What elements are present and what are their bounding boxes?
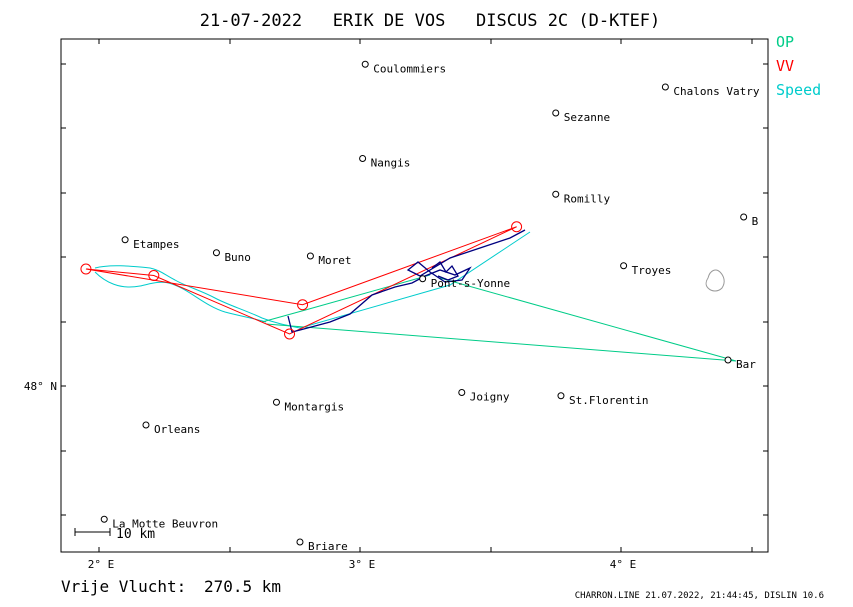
x-tick-label: 4° E [610,558,637,571]
place-marker: Coulommiers [361,60,446,75]
place-marker: B [740,213,759,228]
turnpoint-marker [148,270,160,281]
speed-track-2 [94,271,267,323]
place-marker: La Motte Beuvron [100,515,218,530]
place-marker: Montargis [272,398,344,413]
lake-outline [705,269,725,292]
turnpoint-marker [284,328,296,340]
turnpoint-marker [80,263,92,275]
place-marker: Briare [296,538,348,553]
place-marker: Buno [212,249,251,264]
turnpoint-marker [297,299,309,311]
legend-item-op: OP [776,33,794,51]
place-label: Nangis [371,157,411,170]
y-tick-label: 48° N [24,380,57,393]
distance-value: 270.5 km [204,577,281,596]
scale-bar-label: 10 km [116,527,155,542]
footer-credit: CHARRON.LINE 21.07.2022, 21:44:45, DISLI… [575,591,824,601]
legend-item-speed: Speed [776,81,821,99]
distance-label: Vrije Vlucht: [61,577,186,596]
place-label: B [752,215,759,228]
place-marker: Etampes [121,236,179,251]
place-label: Montargis [284,400,344,413]
place-label: Sezanne [564,111,610,124]
place-label: Romilly [564,192,611,205]
place-marker: Troyes [620,262,672,277]
place-label: Buno [224,251,251,264]
place-label: Moret [318,254,351,267]
place-label: Bar [736,358,756,371]
place-label: Chalons Vatry [673,85,759,98]
legend: OP VV Speed [776,33,821,99]
scale-bar: 10 km [74,527,155,542]
chart-title: 21-07-2022 ERIK DE VOS DISCUS 2C (D-KTEF… [200,11,661,31]
axis-tick-labels: 2° E 3° E 4° E 48° N [24,380,636,571]
place-marker: Orleans [142,421,200,436]
place-label: Troyes [632,264,672,277]
place-label: Briare [308,540,348,553]
place-label: Joigny [470,391,510,404]
turnpoint-marker [511,221,523,233]
place-marker: Moret [306,252,352,267]
frame-ticks [61,39,768,552]
place-marker: Romilly [552,190,611,205]
climb-track-2 [431,261,459,281]
place-marker: Chalons Vatry [661,83,760,98]
place-label: Pont-s-Yonne [431,277,510,290]
place-label: Coulommiers [373,62,446,75]
op-line [265,277,737,362]
x-tick-label: 2° E [88,558,115,571]
climb-track [287,229,526,333]
place-marker: Nangis [359,155,411,170]
places-layer: Coulommiers Chalons Vatry Sezanne Nangis Rom… [100,60,760,553]
place-marker: Joigny [458,389,510,404]
speed-track [94,231,531,329]
place-marker: Sezanne [552,109,610,124]
place-marker: St.Florentin [557,392,648,407]
place-label: Orleans [154,423,200,436]
task-line [85,226,517,335]
flight-tracks [85,226,737,362]
place-marker: Bar [724,356,756,371]
place-label: St.Florentin [569,394,648,407]
x-tick-label: 3° E [349,558,376,571]
place-marker: Pont-s-Yonne [419,275,510,290]
legend-item-vv: VV [776,57,794,75]
turnpoints-layer [80,221,523,340]
place-label: Etampes [133,238,179,251]
place-label: La Motte Beuvron [112,517,218,530]
